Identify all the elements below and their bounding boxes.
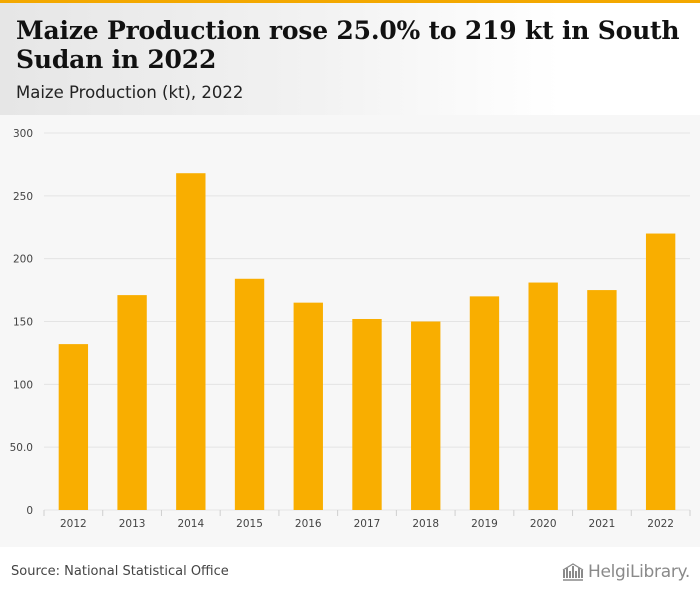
bar-2012[interactable] [58, 344, 89, 510]
bar-2016[interactable] [293, 302, 323, 510]
y-tick-label: 0 [26, 505, 33, 517]
x-tick-label: 2015 [236, 518, 263, 530]
y-tick-label: 200 [13, 254, 33, 266]
x-tick-label: 2012 [60, 518, 87, 530]
chart-area: 0 50.0 100 150 200 250 300 2012 2013 2014 2015 2016… [0, 115, 700, 547]
source-note: Source: National Statistical Office [11, 564, 229, 579]
y-tick-label: 50.0 [10, 442, 33, 454]
y-tick-label: 300 [13, 128, 33, 140]
bar-chart: 0 50.0 100 150 200 250 300 2012 2013 2014 2015 2016… [10, 128, 691, 530]
x-tick-label: 2019 [471, 518, 498, 530]
library-building-icon [562, 563, 584, 581]
bars [58, 173, 676, 511]
x-tick-label: 2020 [530, 518, 557, 530]
bar-2013[interactable] [117, 295, 147, 510]
gridlines [44, 132, 690, 511]
bar-2021[interactable] [587, 290, 617, 510]
chart-title: Maize Production rose 25.0% to 219 kt in… [16, 16, 680, 74]
x-tick-label: 2021 [589, 518, 616, 530]
chart-header: Maize Production rose 25.0% to 219 kt in… [0, 3, 700, 115]
x-tick-label: 2018 [412, 518, 439, 530]
bar-2018[interactable] [411, 321, 441, 511]
bar-2022[interactable] [645, 233, 676, 510]
x-tick-label: 2022 [647, 518, 674, 530]
x-tick-label: 2017 [354, 518, 381, 530]
y-tick-label: 250 [13, 191, 33, 203]
helgilibrary-logo[interactable]: HelgiLibrary. [562, 561, 690, 583]
bar-2020[interactable] [528, 282, 558, 510]
y-tick-label: 100 [13, 379, 33, 391]
chart-subtitle: Maize Production (kt), 2022 [16, 83, 244, 102]
bar-2019[interactable] [469, 296, 500, 510]
x-tick-label: 2013 [119, 518, 146, 530]
x-tick-label: 2016 [295, 518, 322, 530]
accent-bar [0, 0, 700, 3]
bar-2014[interactable] [176, 173, 206, 511]
y-tick-label: 150 [13, 317, 33, 329]
bar-2017[interactable] [352, 318, 382, 510]
x-tick-label: 2014 [177, 518, 204, 530]
axes: 0 50.0 100 150 200 250 300 2012 2013 2014 2015 2016… [10, 128, 691, 530]
logo-text: HelgiLibrary. [587, 562, 690, 582]
bar-2015[interactable] [234, 278, 265, 510]
